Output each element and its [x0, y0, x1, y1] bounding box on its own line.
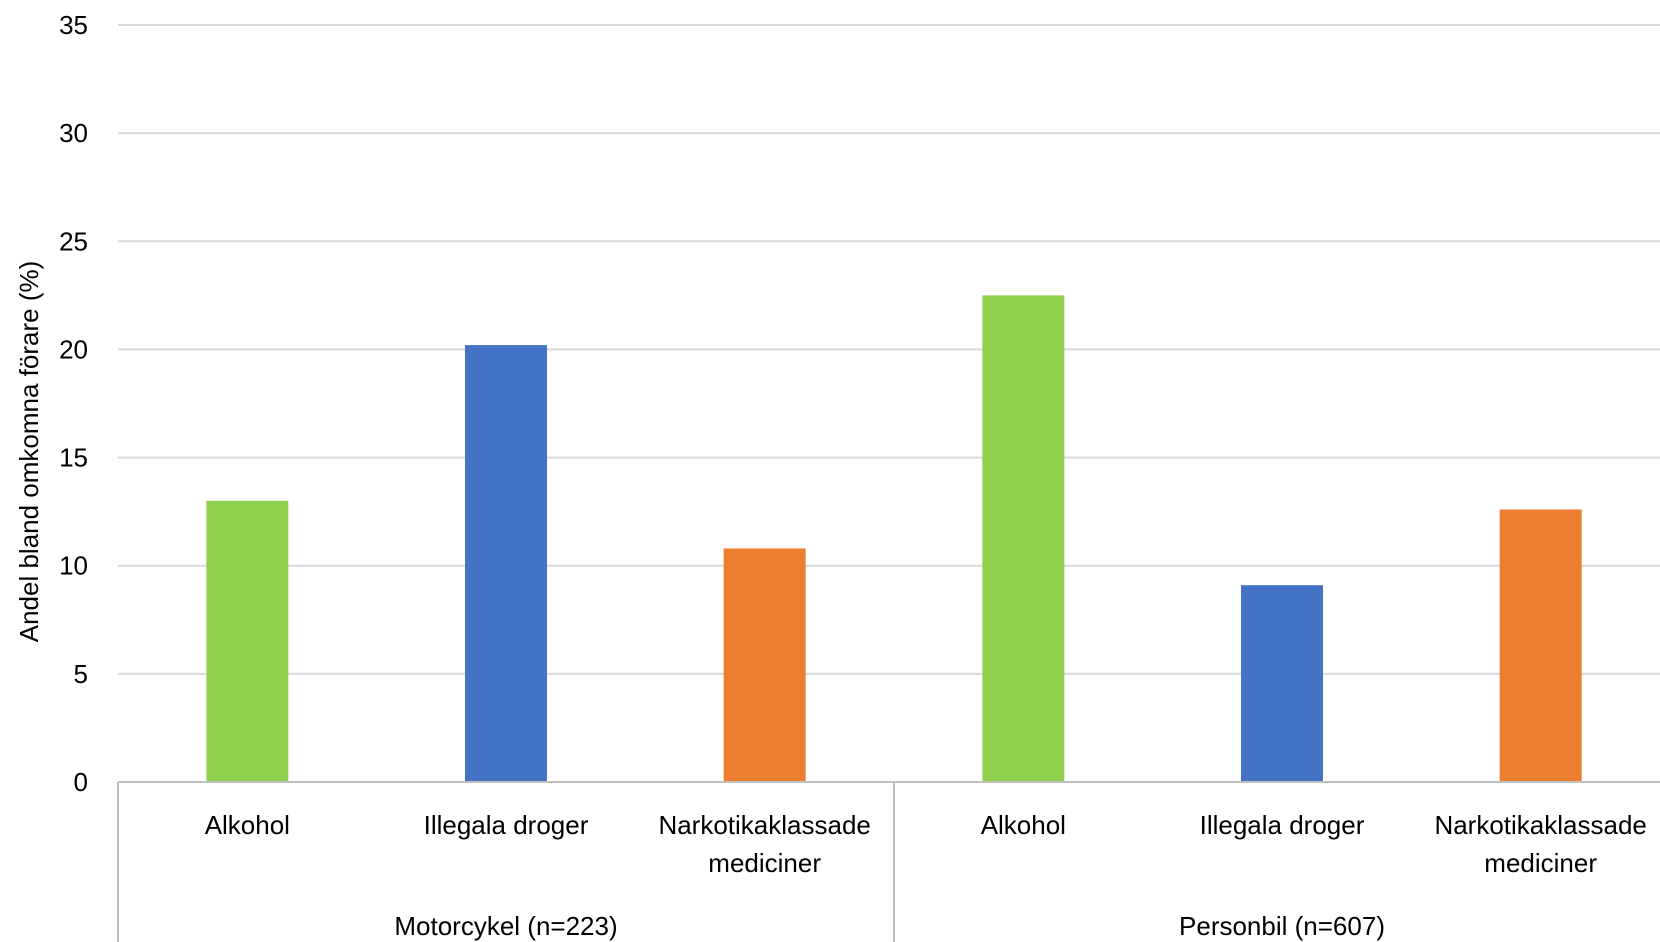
- y-tick-label: 5: [74, 659, 88, 689]
- x-category-label: Alkohol: [205, 810, 290, 840]
- y-tick-label: 15: [59, 443, 88, 473]
- bar-2-1: [982, 295, 1065, 782]
- bar-1-2: [465, 345, 547, 782]
- labels: 0 5 10 15 20 25 30 35 Andel bland omkomna förare…: [14, 10, 1647, 941]
- x-category-label: Narkotikaklassade mediciner: [658, 810, 870, 878]
- x-group-label: Personbil (n=607): [1179, 911, 1385, 941]
- y-tick-label: 10: [59, 551, 88, 581]
- gridlines: [118, 24, 1660, 675]
- x-category-label: Alkohol: [981, 810, 1066, 840]
- bar-1-1: [206, 500, 289, 782]
- x-category-label: Narkotikaklassade mediciner: [1434, 810, 1646, 878]
- y-tick-label: 0: [74, 767, 88, 797]
- bar-2-2: [1241, 585, 1323, 782]
- x-category-label: Illegala droger: [1200, 810, 1365, 840]
- bars: [206, 295, 1582, 782]
- y-tick-label: 30: [59, 118, 88, 148]
- y-tick-label: 35: [59, 10, 88, 40]
- y-axis-label: Andel bland omkomna förare (%): [14, 261, 44, 643]
- axes: [117, 781, 1660, 942]
- bar-2-3: [1499, 509, 1582, 782]
- y-tick-label: 20: [59, 334, 88, 364]
- y-tick-label: 25: [59, 226, 88, 256]
- x-category-label: Illegala droger: [424, 810, 589, 840]
- bar-1-3: [723, 548, 806, 782]
- x-group-label: Motorcykel (n=223): [394, 911, 617, 941]
